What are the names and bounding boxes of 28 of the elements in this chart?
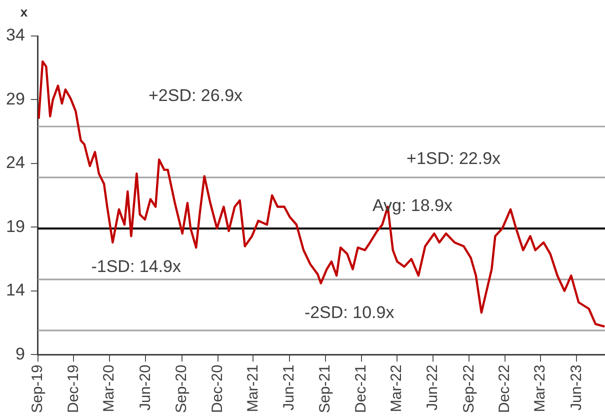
x-tick-label: Dec-22	[496, 364, 514, 413]
y-tick-label: 14	[6, 280, 25, 300]
x-tick-label: Dec-21	[352, 364, 370, 413]
y-tick-label: 19	[6, 216, 25, 236]
x-tick-label: Dec-20	[208, 364, 226, 413]
x-tick-label: Sep-21	[316, 364, 334, 414]
x-tick-label: Mar-21	[244, 364, 262, 412]
x-tick-label: Sep-22	[460, 364, 478, 414]
x-tick-label: Jun-21	[280, 364, 298, 411]
ref-line-label: +2SD: 26.9x	[148, 86, 244, 106]
x-tick-label: Jun-23	[568, 364, 585, 411]
x-tick-label: Sep-20	[173, 364, 190, 414]
x-tick-label: Jun-22	[424, 364, 442, 411]
y-tick-label: 29	[6, 89, 25, 108]
x-tick-label: Jun-20	[136, 364, 154, 411]
x-tick-label: Mar-22	[388, 364, 405, 412]
ref-line-label: +1SD: 22.9x	[406, 149, 502, 168]
x-tick-label: Dec-19	[64, 364, 82, 413]
ref-line-label: Avg: 18.9x	[372, 196, 454, 216]
y-tick-label: 34	[6, 26, 25, 45]
x-tick-label: Mar-20	[100, 364, 118, 412]
y-axis-title: x	[20, 4, 28, 20]
ref-line-label: -1SD: 14.9x	[91, 257, 182, 276]
ref-line-label: -2SD: 10.9x	[304, 303, 395, 322]
y-tick-label: 24	[6, 153, 25, 172]
x-tick-label: Sep-19	[29, 364, 46, 414]
x-tick-label: Mar-23	[532, 364, 549, 412]
y-tick-label: 9	[15, 344, 25, 364]
